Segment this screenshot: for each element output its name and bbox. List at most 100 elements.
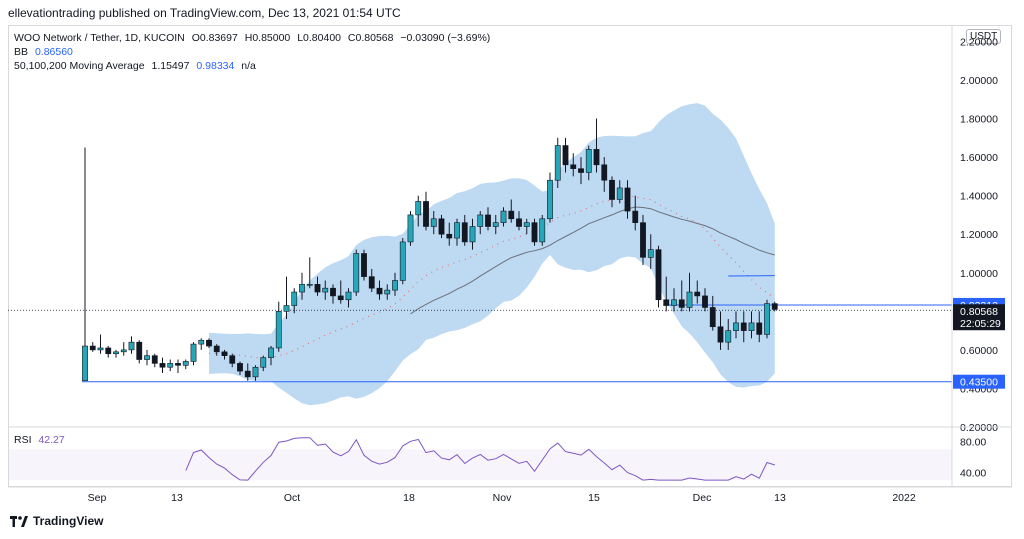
- candle: [299, 272, 305, 300]
- candle-body: [283, 305, 290, 312]
- rsi-legend: RSI 42.27: [14, 434, 65, 446]
- candle: [686, 272, 693, 312]
- candle: [407, 211, 414, 246]
- time-tick-label: 18: [403, 492, 415, 504]
- candle: [725, 319, 732, 350]
- candle-body: [438, 218, 445, 235]
- rsi-label[interactable]: RSI: [14, 434, 32, 446]
- candle-body: [275, 311, 282, 349]
- candle: [345, 288, 352, 308]
- candle: [423, 191, 429, 231]
- candle-body: [632, 210, 639, 223]
- time-tick-label: Oct: [284, 492, 300, 504]
- candle: [260, 355, 267, 372]
- bb-row: BB 0.86560: [14, 45, 490, 59]
- currency-badge[interactable]: USDT: [966, 29, 1002, 44]
- candle-body: [244, 370, 251, 378]
- candle-body: [640, 222, 646, 258]
- bb-label[interactable]: BB: [14, 46, 29, 58]
- candle: [709, 295, 716, 331]
- candle-body: [361, 253, 367, 277]
- candle: [585, 145, 592, 181]
- candle-body: [206, 339, 212, 347]
- candle: [268, 346, 274, 366]
- candle-body: [500, 210, 507, 223]
- candle-body: [609, 179, 615, 200]
- ohlc-row: WOO Network / Tether, 1D, KUCOIN O0.8369…: [14, 31, 490, 45]
- candle-body: [322, 287, 329, 293]
- candle: [213, 344, 220, 356]
- candle-body: [539, 218, 546, 243]
- candle-body: [771, 303, 778, 310]
- candle-body: [330, 287, 336, 297]
- candle: [624, 180, 631, 219]
- symbol-label[interactable]: WOO Network / Tether, 1D, KUCOIN: [14, 32, 185, 44]
- candle-body: [128, 341, 135, 351]
- candle: [430, 211, 437, 235]
- candle-body: [221, 351, 228, 356]
- candle-body: [686, 291, 693, 308]
- candle-body: [198, 339, 205, 345]
- candle-body: [268, 347, 274, 358]
- candle: [554, 137, 561, 188]
- open-value: O0.83697: [191, 32, 238, 44]
- ma-value-1: 1.15497: [151, 60, 190, 72]
- candle-body: [213, 345, 220, 353]
- candle-body: [314, 284, 321, 293]
- candle: [764, 299, 770, 339]
- candle: [113, 349, 119, 358]
- bollinger-band: [209, 103, 775, 406]
- candle-body: [82, 345, 88, 382]
- candle-body: [446, 233, 453, 239]
- candle: [771, 301, 778, 312]
- candle: [570, 153, 577, 177]
- candle: [740, 311, 747, 343]
- last-price-tag: 0.80568: [960, 306, 998, 318]
- price-tick-label: 1.80000: [960, 114, 998, 126]
- candle-body: [159, 363, 166, 368]
- candle: [190, 342, 197, 366]
- price-tick-label: 1.00000: [960, 268, 998, 280]
- ma-label[interactable]: 50,100,200 Moving Average: [14, 60, 145, 72]
- candle-body: [120, 349, 127, 353]
- candle: [322, 280, 329, 300]
- candle: [508, 199, 515, 223]
- candle: [640, 214, 646, 266]
- candle-body: [740, 322, 747, 331]
- price-tick-label: 2.00000: [960, 75, 998, 87]
- time-axis-layer: Sep 13 Oct 18 Nov 15 Dec 13 2022: [88, 492, 916, 504]
- candle-body: [547, 179, 553, 220]
- candle: [97, 334, 104, 354]
- bb-value: 0.86560: [34, 46, 73, 58]
- candle-body: [516, 218, 522, 227]
- candle: [438, 214, 445, 239]
- candle-body: [477, 214, 484, 227]
- candle: [485, 207, 491, 231]
- candle-body: [252, 366, 259, 378]
- candle: [291, 288, 298, 314]
- candle: [678, 280, 685, 312]
- candle: [516, 211, 522, 231]
- support-price-tag: 0.43500: [960, 377, 998, 389]
- rsi-tick-label: 40.00: [960, 467, 986, 479]
- candle-body: [353, 253, 360, 293]
- candle: [469, 218, 476, 250]
- candle-body: [585, 149, 592, 173]
- candle: [399, 238, 406, 285]
- candle-body: [399, 241, 406, 281]
- candle: [717, 311, 724, 350]
- candle-body: [461, 222, 468, 243]
- candle-body: [601, 164, 608, 181]
- rsi-tick-label: 80.00: [960, 437, 986, 449]
- candle-body: [492, 222, 499, 227]
- candle-body: [376, 287, 383, 295]
- candle: [562, 137, 569, 173]
- candle: [361, 249, 367, 281]
- candle-body: [454, 222, 460, 239]
- published-by: ellevationtrading published on TradingVi…: [8, 6, 401, 20]
- candle-body: [733, 322, 739, 331]
- candle-body: [717, 326, 724, 343]
- candle-body: [407, 214, 414, 243]
